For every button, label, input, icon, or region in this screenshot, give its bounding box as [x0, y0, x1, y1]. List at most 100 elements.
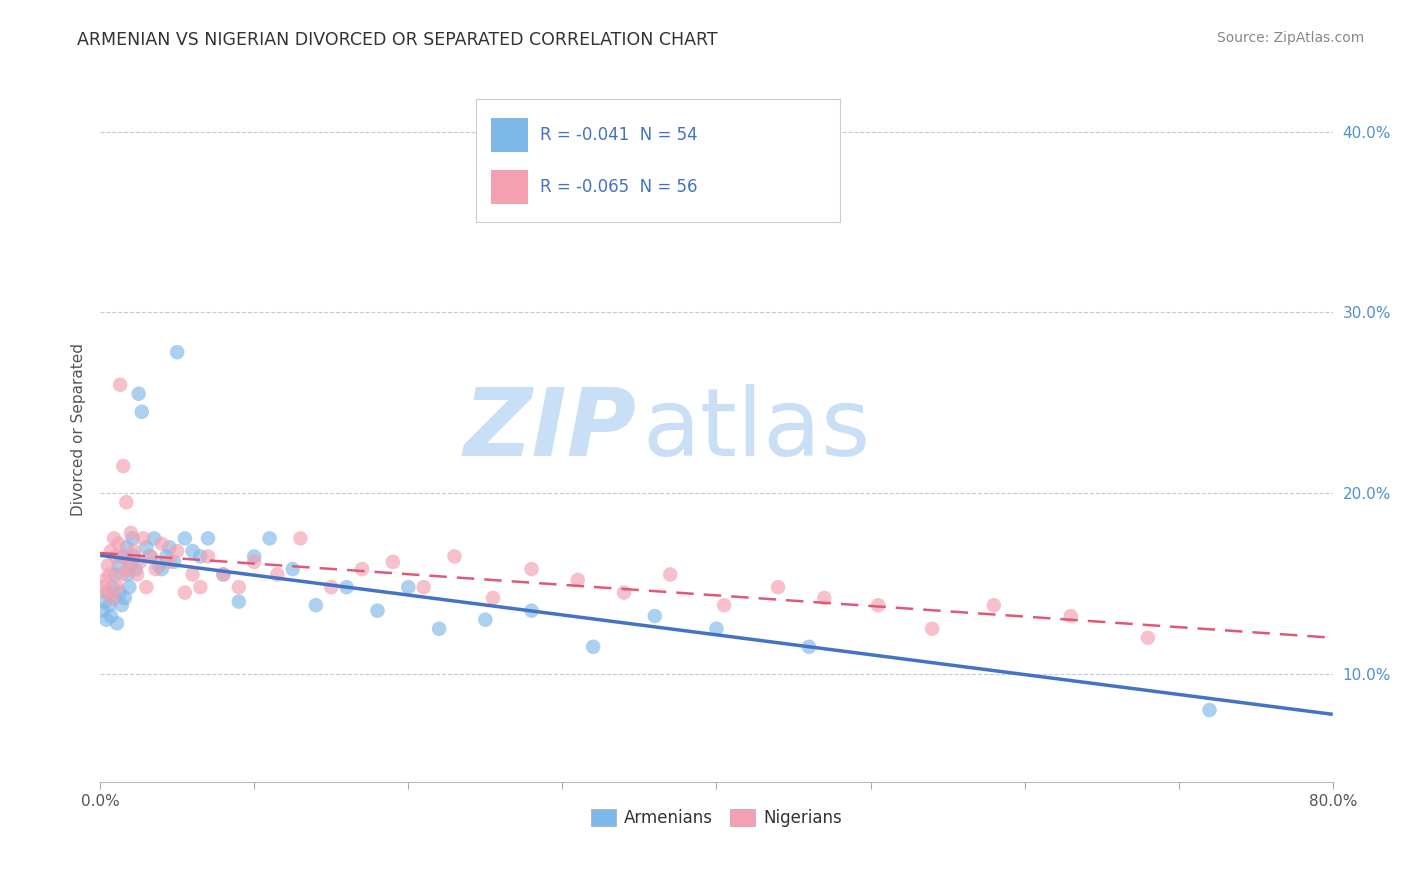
Point [520, 604, 543, 618]
Point [139, 549, 162, 564]
Point [166, 345, 188, 359]
Point [148, 558, 170, 573]
Point [166, 544, 188, 558]
Point [281, 562, 304, 576]
Point [115, 541, 138, 555]
Point [114, 549, 136, 564]
Point [145, 562, 167, 576]
Point [259, 532, 281, 546]
Point [131, 405, 153, 419]
Point [97, 585, 120, 599]
Point [305, 598, 328, 612]
Point [706, 622, 728, 636]
Point [135, 541, 157, 555]
Point [96, 613, 118, 627]
Point [108, 585, 131, 599]
Point [1198, 703, 1220, 717]
Point [120, 558, 142, 573]
Point [243, 555, 266, 569]
Point [129, 555, 152, 569]
Point [103, 591, 125, 605]
Point [412, 580, 434, 594]
Point [181, 544, 204, 558]
Point [613, 585, 636, 599]
Point [567, 573, 589, 587]
Point [188, 549, 211, 564]
Point [112, 549, 135, 564]
Text: ZIP: ZIP [464, 384, 637, 476]
Point [474, 613, 496, 627]
Point [482, 591, 505, 605]
Point [100, 609, 122, 624]
Point [713, 598, 735, 612]
Point [111, 598, 134, 612]
Point [1060, 609, 1083, 624]
Point [127, 567, 149, 582]
Point [132, 532, 155, 546]
Text: R = -0.065  N = 56: R = -0.065 N = 56 [540, 178, 697, 195]
Legend: Armenians, Nigerians: Armenians, Nigerians [585, 803, 849, 834]
Point [243, 549, 266, 564]
Point [98, 567, 121, 582]
Point [138, 549, 160, 564]
Point [173, 532, 195, 546]
Point [427, 622, 450, 636]
Point [983, 598, 1005, 612]
Point [212, 567, 235, 582]
Point [135, 580, 157, 594]
Point [101, 591, 124, 605]
Point [159, 541, 181, 555]
Point [124, 562, 146, 576]
Point [117, 567, 139, 582]
Point [94, 594, 117, 608]
Point [100, 544, 122, 558]
Point [98, 598, 121, 612]
Point [266, 567, 288, 582]
Point [103, 532, 125, 546]
Point [520, 562, 543, 576]
Point [396, 580, 419, 594]
Point [117, 562, 139, 576]
Point [228, 580, 250, 594]
Point [108, 377, 131, 392]
Point [659, 567, 682, 582]
Text: R = -0.041  N = 54: R = -0.041 N = 54 [540, 127, 697, 145]
Point [115, 495, 138, 509]
Point [120, 525, 142, 540]
Text: ARMENIAN VS NIGERIAN DIVORCED OR SEPARATED CORRELATION CHART: ARMENIAN VS NIGERIAN DIVORCED OR SEPARAT… [77, 31, 718, 49]
Point [321, 580, 343, 594]
Point [121, 532, 143, 546]
Point [163, 555, 186, 569]
Point [868, 598, 890, 612]
Point [122, 544, 145, 558]
Y-axis label: Divorced or Separated: Divorced or Separated [72, 343, 86, 516]
Point [143, 532, 166, 546]
Point [150, 562, 173, 576]
Point [155, 549, 177, 564]
Point [228, 594, 250, 608]
Point [644, 609, 666, 624]
Point [766, 580, 789, 594]
Point [107, 537, 129, 551]
Point [813, 591, 835, 605]
Point [443, 549, 465, 564]
Point [97, 558, 120, 573]
Text: atlas: atlas [643, 384, 870, 476]
Point [797, 640, 820, 654]
Point [91, 580, 114, 594]
Point [104, 549, 127, 564]
Point [181, 567, 204, 582]
Point [159, 555, 181, 569]
Point [290, 532, 312, 546]
Point [921, 622, 943, 636]
Point [381, 555, 404, 569]
Point [91, 604, 114, 618]
Point [212, 567, 235, 582]
Point [336, 580, 359, 594]
Point [1136, 631, 1159, 645]
Point [104, 567, 127, 582]
Point [582, 640, 605, 654]
Point [105, 616, 128, 631]
Point [94, 573, 117, 587]
Point [101, 580, 124, 594]
